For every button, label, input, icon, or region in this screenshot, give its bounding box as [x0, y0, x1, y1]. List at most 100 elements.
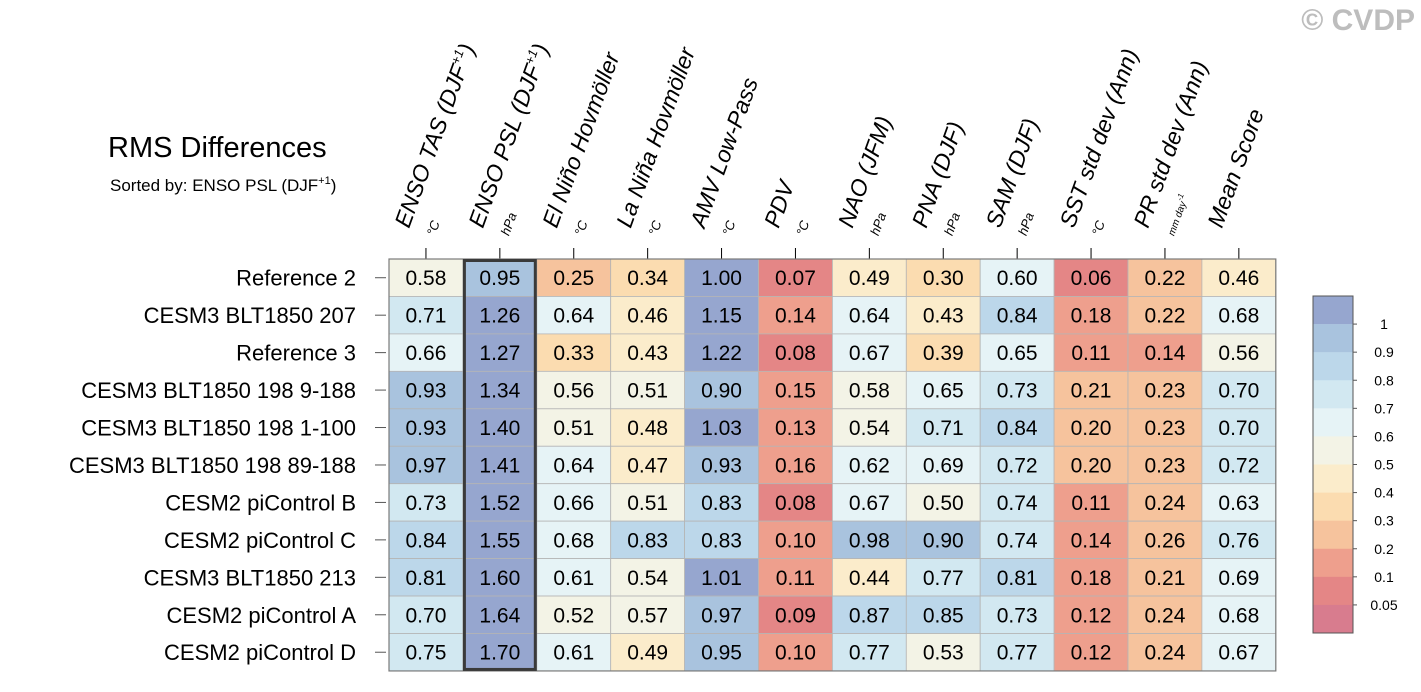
cell-value: 0.11 [776, 567, 815, 590]
heatmap-cell [684, 370, 759, 410]
cell-value: 0.16 [775, 454, 816, 477]
cell-value: 0.83 [701, 529, 742, 552]
cell-value: 0.93 [406, 417, 447, 440]
cell-value: 0.46 [1218, 267, 1259, 290]
heatmap-cell [462, 370, 538, 410]
heatmap-cell [388, 296, 464, 335]
cell-value: 0.11 [1071, 492, 1110, 515]
cell-value: 0.61 [553, 567, 594, 590]
row-label-cesm2-picontrol-d: CESM2 piControl D [164, 640, 356, 665]
heatmap-cell [905, 520, 981, 560]
colorbar-swatch [1313, 352, 1353, 381]
heatmap-cell [536, 370, 612, 410]
cell-value: 0.58 [406, 267, 447, 290]
column-unit: mm day-1 [1163, 192, 1192, 237]
colorbar-label: 0.3 [1374, 513, 1394, 529]
cell-value: 0.56 [1218, 342, 1259, 365]
cell-value: 0.54 [849, 417, 890, 440]
heatmap-cell [1127, 483, 1203, 522]
cell-value: 0.72 [1218, 454, 1259, 477]
colorbar-swatch [1313, 492, 1353, 521]
cell-value: 0.95 [701, 642, 742, 665]
cell-value: 0.75 [406, 642, 447, 665]
heatmap-cell [536, 445, 612, 485]
heatmap-cell [1053, 296, 1129, 335]
colorbar-swatch [1313, 296, 1353, 325]
cell-value: 0.71 [406, 305, 447, 328]
cell-value: 0.77 [923, 567, 964, 590]
cell-value: 0.71 [923, 417, 964, 440]
row-label-cesm2-picontrol-c: CESM2 piControl C [164, 528, 356, 553]
colorbar-label: 1 [1380, 316, 1388, 332]
row-label-cesm3-blt1850-213: CESM3 BLT1850 213 [144, 565, 356, 590]
cell-value: 0.97 [406, 454, 447, 477]
cell-value: 0.68 [1218, 604, 1259, 627]
cell-value: 0.70 [1218, 417, 1259, 440]
cell-value: 0.11 [1071, 342, 1110, 365]
cell-value: 0.93 [406, 380, 447, 403]
heatmap-cell [758, 558, 833, 597]
colorbar-swatch [1313, 604, 1353, 634]
heatmap-cell [905, 595, 981, 634]
cell-value: 0.26 [1145, 529, 1186, 552]
cell-value: 0.43 [627, 342, 668, 365]
colorbar-label: 0.2 [1374, 541, 1394, 557]
cell-value: 1.60 [479, 567, 520, 590]
column-name: ENSO TAS (DJF+1) [389, 40, 480, 231]
cell-value: 0.67 [849, 342, 890, 365]
cell-value: 0.72 [997, 454, 1038, 477]
cell-value: 0.51 [627, 380, 668, 403]
column-unit: °C [719, 218, 738, 237]
cell-value: 0.74 [997, 529, 1038, 552]
cell-value: 0.56 [553, 380, 594, 403]
cell-value: 0.50 [923, 492, 964, 515]
heatmap-cell [832, 333, 907, 372]
heatmap-cell [684, 258, 759, 297]
cell-value: 0.52 [553, 604, 594, 627]
column-name: PR std dev (Ann) [1128, 57, 1212, 230]
heatmap-cell [1201, 595, 1277, 634]
heatmap-cell [610, 333, 686, 372]
cell-value: 1.70 [479, 642, 520, 665]
cell-value: 0.83 [627, 529, 668, 552]
cell-value: 0.20 [1071, 454, 1112, 477]
heatmap-cell [610, 483, 686, 522]
chart-subtitle: Sorted by: ENSO PSL (DJF+1) [110, 175, 336, 195]
cell-value: 1.22 [701, 342, 742, 365]
cell-value: 0.08 [775, 492, 816, 515]
cell-value: 0.51 [627, 492, 668, 515]
grid-frame [388, 258, 1277, 672]
heatmap-cell [979, 445, 1055, 485]
cell-value: 0.54 [627, 567, 668, 590]
column-name: La Niña Hovmöller [611, 43, 701, 231]
heatmap-cell [610, 558, 686, 597]
cell-value: 0.18 [1071, 305, 1112, 328]
cell-value: 0.85 [923, 604, 964, 627]
heatmap-cell [832, 633, 907, 672]
heatmap-cell [832, 558, 907, 597]
cell-value: 0.68 [553, 529, 594, 552]
cell-value: 0.61 [553, 642, 594, 665]
row-labels: Reference 2 CESM3 BLT1850 207 Reference 3 C… [69, 266, 386, 665]
colorbar-legend: 1 0.9 0.8 0.7 0.6 0.5 0.4 0.3 0.2 0.1 0.05 [1312, 295, 1398, 634]
cell-value: 0.14 [1071, 529, 1112, 552]
cell-value: 0.51 [553, 417, 594, 440]
cell-value: 0.30 [923, 267, 964, 290]
heatmap-cell [462, 483, 538, 522]
cell-value: 0.77 [997, 642, 1038, 665]
cell-value: 0.24 [1145, 604, 1186, 627]
row-label-cesm3-blt1850-198-1-100: CESM3 BLT1850 198 1-100 [81, 416, 356, 441]
heatmap-cell [758, 296, 833, 335]
cell-value: 0.58 [849, 380, 890, 403]
heatmap-cell [979, 333, 1055, 372]
cell-value: 0.97 [701, 604, 742, 627]
cell-value: 0.90 [701, 380, 742, 403]
cell-value: 0.66 [406, 342, 447, 365]
cell-value: 0.12 [1071, 604, 1112, 627]
heatmap-cell [1053, 445, 1129, 485]
heatmap-cell [1127, 296, 1203, 335]
cell-value: 0.22 [1145, 305, 1186, 328]
cell-value: 0.23 [1145, 380, 1186, 403]
heatmap-cell [462, 595, 538, 634]
heatmap-cell [684, 445, 759, 485]
